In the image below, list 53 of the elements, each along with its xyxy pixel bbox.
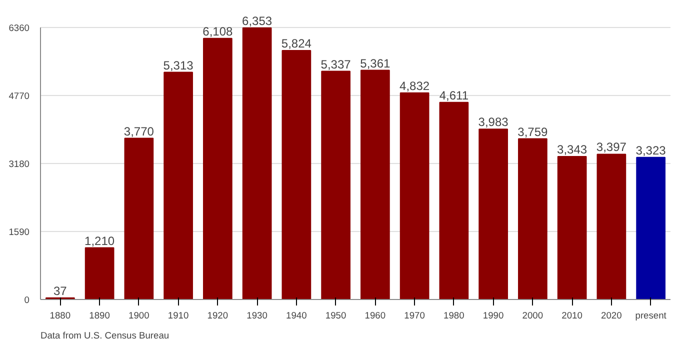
x-tick-label: 1990 — [482, 310, 504, 320]
data-label: 37 — [54, 284, 68, 298]
data-label: 4,611 — [439, 88, 469, 102]
y-tick-label: 6360 — [8, 23, 30, 34]
y-tick-label: 1590 — [8, 227, 30, 238]
data-label: 1,210 — [84, 234, 115, 248]
x-tick-label: 1940 — [286, 310, 307, 320]
y-tick-label: 4770 — [8, 91, 30, 102]
x-tick-label: 2010 — [562, 310, 582, 320]
x-tick-label: 1970 — [404, 310, 425, 320]
y-tick-label: 0 — [24, 295, 30, 305]
data-label: 3,397 — [596, 140, 627, 154]
x-tick-label: 1950 — [325, 310, 346, 320]
bar — [203, 38, 232, 300]
data-label: 3,323 — [636, 143, 666, 158]
x-tick-label: present — [635, 310, 667, 320]
x-tick-label: 1890 — [89, 310, 110, 320]
text: Data from U.S. Census Bureau — [40, 330, 170, 340]
data-label: 3,343 — [557, 142, 588, 157]
bar — [636, 156, 666, 300]
bar — [321, 70, 350, 300]
x-tick-label: 2020 — [601, 310, 622, 320]
bar — [400, 92, 430, 300]
bar — [124, 138, 154, 300]
data-label: 6,108 — [202, 24, 234, 38]
x-tick-label: 1920 — [207, 310, 228, 320]
data-label: 3,983 — [478, 115, 509, 130]
x-tick-label: 2000 — [522, 310, 544, 320]
x-tick-label: 1960 — [364, 310, 386, 320]
data-label: 3,770 — [124, 124, 154, 138]
x-tick-label: 1930 — [246, 310, 268, 320]
data-label: 3,759 — [518, 124, 548, 139]
x-tick-label: 1910 — [168, 310, 189, 320]
data-label: 5,313 — [163, 58, 194, 72]
x-tick-label: 1900 — [128, 310, 150, 320]
data-label: 5,824 — [281, 36, 312, 50]
y-tick-label: 3180 — [8, 159, 30, 170]
bar — [478, 128, 508, 300]
data-label: 5,361 — [360, 56, 391, 70]
data-label: 4,832 — [400, 78, 430, 93]
bar — [84, 247, 114, 300]
x-tick-label: 1980 — [444, 310, 464, 320]
data-label: 6,353 — [242, 14, 272, 28]
bar — [596, 154, 626, 300]
bar — [242, 27, 272, 300]
bar — [518, 138, 548, 300]
data-label: 5,337 — [320, 57, 352, 72]
bar — [164, 72, 193, 300]
bar — [360, 70, 390, 300]
bar — [557, 156, 587, 300]
bar — [282, 50, 312, 300]
bar — [439, 102, 469, 300]
x-tick-label: 1880 — [50, 310, 71, 320]
